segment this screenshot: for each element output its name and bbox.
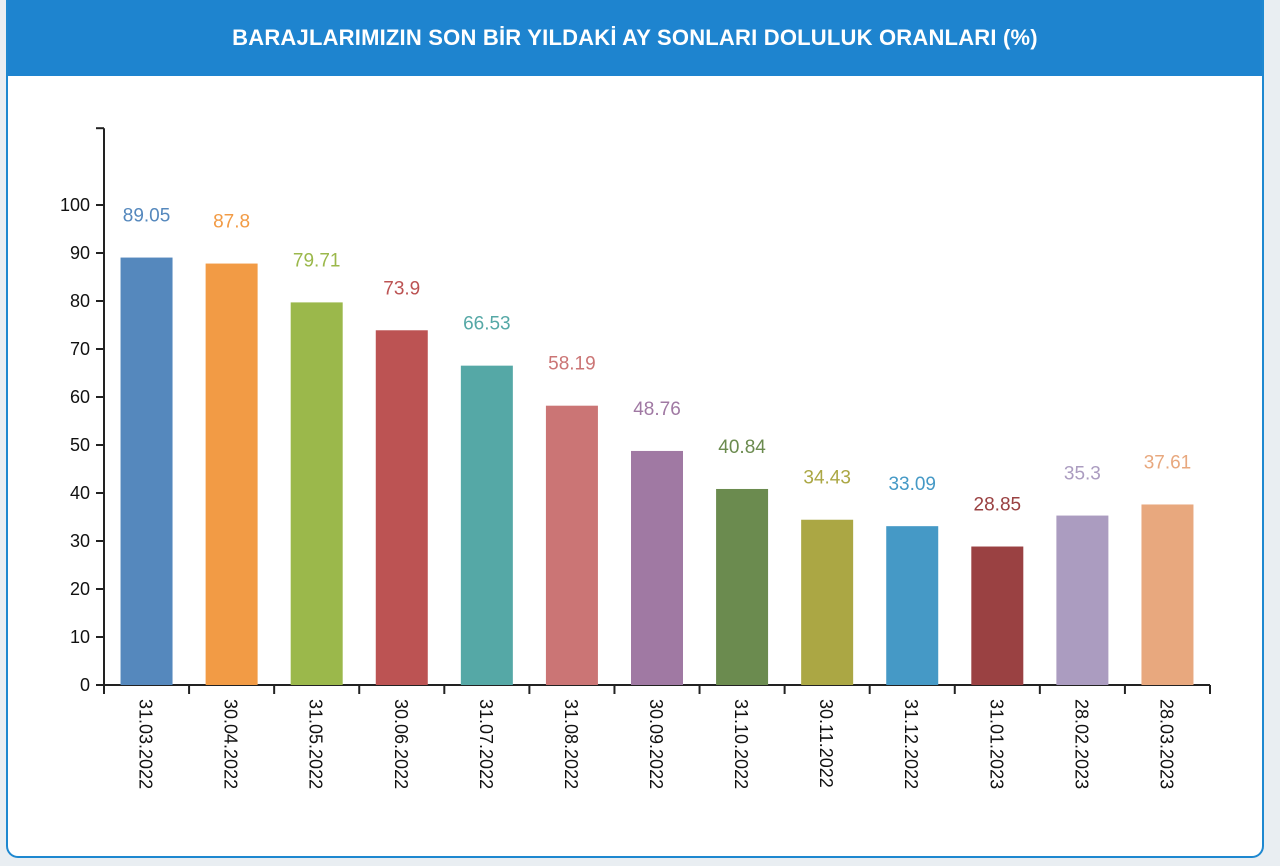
chart-data-labels: 89.05 87.8 79.71 73.9 66.53 58.19 48.76 40.84 34… [123, 206, 1191, 516]
bar-value-label: 73.9 [383, 278, 420, 299]
y-tick-label: 70 [70, 339, 90, 359]
x-tick-label: 31.01.2023 [986, 699, 1006, 789]
bar-value-label: 35.3 [1064, 464, 1101, 485]
bar [460, 365, 513, 685]
bar [1056, 515, 1109, 685]
bar-value-label: 48.76 [633, 399, 681, 420]
y-tick-label: 20 [70, 579, 90, 599]
bar-value-label: 87.8 [213, 212, 250, 233]
y-tick-label: 0 [80, 675, 90, 695]
chart-bars [120, 257, 1194, 685]
y-tick-label: 90 [70, 243, 90, 263]
y-tick-label: 10 [70, 627, 90, 647]
x-tick-label: 31.05.2022 [306, 699, 326, 789]
x-tick-label: 30.04.2022 [221, 699, 241, 789]
bar [545, 405, 598, 685]
bar-value-label: 40.84 [718, 437, 766, 458]
bar [801, 519, 854, 685]
chart-header: BARAJLARIMIZIN SON BİR YILDAKİ AY SONLAR… [8, 0, 1262, 76]
bar-value-label: 66.53 [463, 314, 511, 335]
chart-title: BARAJLARIMIZIN SON BİR YILDAKİ AY SONLAR… [232, 25, 1038, 50]
bar-value-label: 58.19 [548, 354, 596, 375]
y-tick-label: 50 [70, 435, 90, 455]
bar [205, 263, 258, 685]
bar [971, 546, 1024, 685]
x-tick-label: 28.03.2023 [1156, 699, 1176, 789]
bar-value-label: 79.71 [293, 250, 341, 271]
bar-value-label: 34.43 [803, 468, 851, 489]
bar-value-label: 37.61 [1144, 452, 1192, 473]
x-tick-label: 31.07.2022 [476, 699, 496, 789]
x-tick-label: 30.09.2022 [646, 699, 666, 789]
bar [631, 450, 683, 685]
bar-value-label: 33.09 [888, 474, 936, 495]
y-tick-label: 60 [70, 387, 90, 407]
x-tick-label: 30.06.2022 [391, 699, 411, 789]
y-tick-label: 80 [70, 291, 90, 311]
x-tick-label: 31.08.2022 [561, 699, 581, 789]
bar [886, 526, 939, 685]
x-tick-label: 31.03.2022 [136, 699, 156, 789]
bar [716, 488, 769, 685]
y-tick-label: 40 [70, 483, 90, 503]
bar [120, 257, 173, 685]
x-tick-label: 31.10.2022 [731, 699, 751, 789]
x-tick-label: 28.02.2023 [1071, 699, 1091, 789]
x-tick-label: 31.12.2022 [901, 699, 921, 789]
y-tick-label: 30 [70, 531, 90, 551]
bar [375, 330, 428, 685]
bar [1141, 504, 1194, 685]
x-tick-label: 30.11.2022 [816, 699, 836, 788]
bar [290, 302, 343, 685]
bar-value-label: 28.85 [974, 495, 1022, 516]
y-tick-label: 100 [60, 195, 90, 215]
bar-value-label: 89.05 [123, 206, 171, 227]
